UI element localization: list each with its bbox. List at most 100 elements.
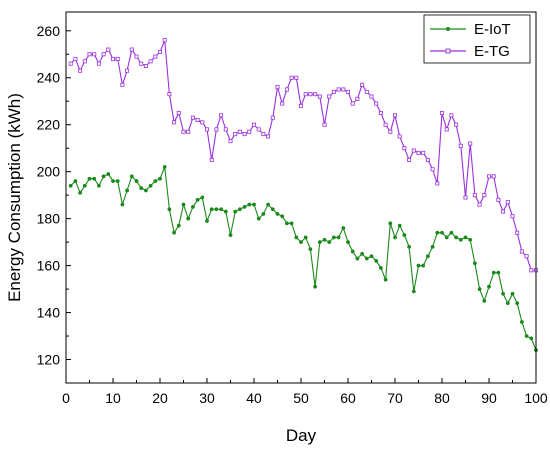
data-point-e-tg: [111, 56, 116, 61]
data-point-e-tg: [529, 268, 534, 273]
data-point-e-iot: [101, 174, 106, 179]
data-point-e-tg: [458, 143, 463, 148]
x-axis-label: Day: [286, 426, 317, 445]
data-point-e-iot: [308, 247, 313, 252]
data-point-e-iot: [364, 256, 369, 261]
data-point-e-iot: [261, 211, 266, 216]
data-point-e-tg: [153, 54, 158, 59]
data-point-e-iot: [454, 235, 459, 240]
data-point-e-tg: [505, 200, 510, 205]
data-point-e-tg: [251, 122, 256, 127]
data-point-e-iot: [289, 221, 294, 226]
data-point-e-tg: [209, 157, 214, 162]
data-point-e-tg: [416, 150, 421, 155]
legend-label-e-iot: E-IoT: [474, 21, 511, 38]
data-point-e-iot: [303, 235, 308, 240]
data-point-e-iot: [209, 207, 214, 212]
x-tick-label: 90: [481, 390, 497, 406]
data-point-e-tg: [411, 148, 416, 153]
data-point-e-iot: [524, 334, 529, 338]
data-point-e-tg: [92, 52, 97, 57]
data-point-e-tg: [106, 47, 111, 52]
data-point-e-tg: [195, 118, 200, 123]
data-point-e-tg: [162, 38, 167, 43]
data-point-e-iot: [449, 230, 454, 235]
legend-item-e-tg: E-TG: [430, 43, 510, 60]
data-point-e-tg: [421, 150, 426, 155]
legend-item-e-iot: E-IoT: [430, 21, 511, 38]
series-e-tg: [68, 38, 539, 273]
data-point-e-tg: [120, 82, 125, 87]
data-point-e-iot: [529, 336, 534, 341]
data-point-e-tg: [435, 181, 440, 186]
data-point-e-iot: [360, 251, 365, 256]
x-tick-label: 80: [434, 390, 450, 406]
data-point-e-tg: [270, 115, 275, 120]
x-tick-label: 70: [387, 390, 403, 406]
data-point-e-iot: [252, 202, 256, 207]
data-point-e-iot: [153, 179, 158, 184]
data-point-e-iot: [158, 176, 162, 181]
y-tick-label: 260: [37, 23, 61, 39]
data-point-e-iot: [444, 235, 449, 240]
y-tick-label: 120: [37, 352, 61, 368]
x-axis-ticks: 0 10 20 30 40 50 60 70 80 90 100: [62, 378, 548, 406]
data-point-e-iot: [134, 179, 139, 184]
y-axis-ticks: 120 140 160 180 200 220 240 260: [37, 23, 71, 368]
data-point-e-iot: [468, 237, 473, 242]
data-point-e-tg: [186, 129, 191, 134]
data-point-e-iot: [78, 190, 83, 195]
data-point-e-tg: [360, 82, 365, 87]
data-point-e-tg: [496, 197, 501, 202]
data-point-e-iot: [228, 233, 233, 238]
data-point-e-iot: [256, 216, 261, 221]
data-point-e-tg: [510, 214, 515, 219]
data-point-e-iot: [374, 258, 379, 263]
data-point-e-iot: [472, 261, 477, 266]
data-point-e-iot: [515, 301, 520, 306]
data-point-e-iot: [139, 186, 144, 191]
data-point-e-tg: [350, 101, 355, 106]
data-point-e-iot: [440, 230, 444, 235]
data-point-e-iot: [402, 233, 407, 238]
data-point-e-iot: [280, 214, 285, 219]
x-tick-label: 10: [105, 390, 121, 406]
data-point-e-iot: [143, 188, 148, 193]
legend-marker-e-iot: [446, 27, 450, 31]
data-point-e-tg: [327, 94, 332, 99]
x-tick-label: 20: [152, 390, 168, 406]
data-point-e-iot: [336, 235, 341, 240]
data-point-e-tg: [364, 89, 369, 94]
data-point-e-iot: [487, 284, 491, 289]
data-point-e-tg: [317, 94, 322, 99]
data-point-e-tg: [515, 230, 520, 235]
data-point-e-tg: [101, 52, 106, 57]
data-point-e-tg: [482, 193, 487, 198]
data-point-e-tg: [242, 132, 247, 137]
data-point-e-tg: [397, 134, 402, 139]
data-point-e-tg: [519, 249, 524, 254]
data-point-e-iot: [416, 263, 421, 268]
data-point-e-tg: [148, 59, 153, 64]
data-point-e-iot: [496, 270, 501, 275]
data-point-e-tg: [134, 54, 139, 59]
data-point-e-iot: [87, 176, 92, 181]
data-point-e-iot: [96, 183, 101, 188]
data-point-e-iot: [284, 221, 289, 226]
data-point-e-iot: [411, 289, 416, 294]
data-point-e-iot: [92, 176, 97, 181]
data-point-e-iot: [341, 226, 346, 230]
data-point-e-iot: [214, 207, 219, 212]
data-point-e-iot: [205, 219, 209, 223]
data-point-e-iot: [299, 240, 303, 245]
data-point-e-iot: [172, 230, 177, 235]
data-point-e-tg: [68, 61, 73, 66]
data-point-e-tg: [294, 75, 299, 80]
data-point-e-iot: [327, 240, 332, 245]
data-point-e-tg: [129, 47, 134, 52]
data-point-e-iot: [435, 230, 440, 235]
data-point-e-tg: [355, 96, 360, 101]
data-point-e-tg: [139, 61, 144, 66]
data-point-e-iot: [120, 202, 125, 207]
